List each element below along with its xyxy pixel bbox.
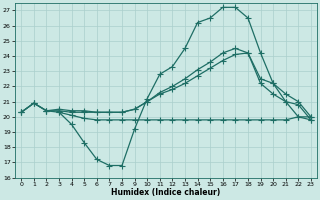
- X-axis label: Humidex (Indice chaleur): Humidex (Indice chaleur): [111, 188, 221, 197]
